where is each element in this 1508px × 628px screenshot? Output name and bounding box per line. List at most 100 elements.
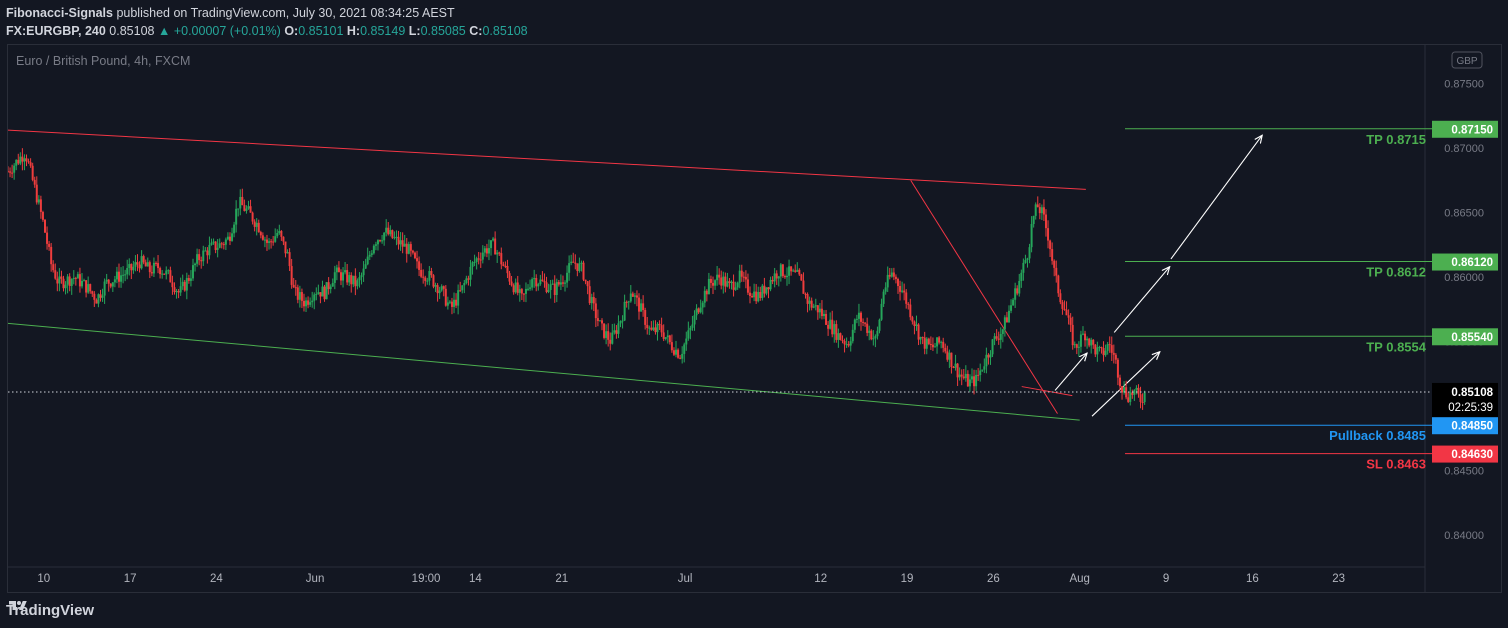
x-tick-label: 19:00 (412, 573, 441, 585)
candle-body (461, 285, 464, 291)
candle-body (522, 293, 525, 295)
candle-body (136, 262, 139, 265)
candle-body (623, 301, 626, 321)
candle-body (652, 327, 655, 330)
candle-body (703, 290, 706, 303)
candle-body (25, 158, 28, 162)
candle-body (76, 274, 79, 279)
candle-body (331, 282, 334, 287)
candle-body (376, 240, 379, 245)
candle-body (757, 292, 760, 302)
candle-body (524, 288, 527, 294)
candle-body (208, 244, 211, 256)
candle-body (487, 248, 490, 254)
candle-body (27, 161, 30, 163)
level-label: TP 0.8612 (1366, 265, 1426, 280)
y-tick-label: 0.87500 (1444, 79, 1484, 91)
candle-body (718, 274, 721, 278)
candle-body (905, 292, 908, 304)
channel-upper-line (8, 129, 1086, 190)
currency-badge-box[interactable] (1451, 51, 1483, 69)
candle-body (418, 261, 421, 270)
candle-body (654, 327, 657, 333)
high-label: H: (346, 24, 361, 38)
candle-body (401, 240, 404, 247)
candle-body (317, 292, 320, 294)
last-price: 0.85108 (109, 24, 155, 38)
author-name[interactable]: Fibonacci-Signals (6, 6, 113, 20)
candle-body (48, 243, 51, 247)
candle-body (502, 264, 505, 266)
candle-body (970, 376, 973, 380)
candle-body (617, 323, 620, 334)
candle-body (1100, 347, 1103, 349)
candle-body (442, 286, 445, 289)
candle-body (124, 274, 127, 276)
candle-body (1012, 299, 1015, 306)
candle-body (1071, 324, 1074, 346)
publish-line: Fibonacci-Signals published on TradingVi… (6, 4, 528, 22)
candle-body (183, 281, 186, 291)
candle-body (352, 275, 355, 285)
candle-body (391, 230, 394, 238)
candle-body (804, 293, 807, 295)
candle-body (109, 283, 112, 287)
candle-body (566, 272, 569, 283)
candle-body (206, 250, 209, 256)
candle-body (37, 199, 40, 203)
candle-body (596, 318, 599, 321)
candle-body (368, 254, 371, 257)
candle-body (779, 264, 782, 277)
candle-body (249, 206, 252, 213)
candle-body (259, 232, 262, 236)
candle-body (1110, 345, 1113, 353)
candle-body (621, 320, 624, 322)
candle-body (917, 324, 920, 340)
candle-body (679, 357, 682, 359)
candle-body (942, 341, 945, 348)
candle-body (753, 291, 756, 298)
candle-body (712, 282, 715, 286)
candle-body (816, 305, 819, 313)
candle-body (177, 291, 180, 293)
level-price-badge (1432, 120, 1498, 138)
candle-body (786, 275, 789, 278)
candle-body (1133, 389, 1136, 395)
chart-frame[interactable]: Euro / British Pound, 4h, FXCM GBP 0.875… (7, 44, 1502, 593)
candle-body (99, 294, 102, 298)
candle-body (364, 264, 367, 269)
level-price-badge (1432, 417, 1498, 435)
candle-body (403, 243, 406, 247)
candle-body (50, 246, 53, 265)
candle-body (855, 318, 858, 320)
y-tick-label: 0.84000 (1444, 530, 1484, 542)
candle-body (1092, 339, 1095, 345)
candle-body (494, 238, 497, 255)
price-chart[interactable]: Euro / British Pound, 4h, FXCM GBP 0.875… (8, 45, 1501, 592)
candle-body (159, 268, 162, 275)
candle-body (746, 279, 749, 293)
candle-body (962, 376, 965, 379)
candle-body (810, 300, 813, 308)
candle-body (226, 236, 229, 240)
candle-body (991, 339, 994, 355)
candle-body (157, 263, 160, 269)
candle-body (983, 366, 986, 370)
candle-body (95, 299, 98, 304)
candle-body (161, 273, 164, 275)
candle-body (409, 244, 412, 251)
candle-body (635, 295, 638, 298)
candle-body (613, 330, 616, 333)
candle-body (87, 284, 90, 293)
candle-body (759, 292, 762, 298)
candle-body (1090, 339, 1093, 346)
candle-body (1104, 350, 1107, 356)
candle-body (413, 252, 416, 259)
candle-body (549, 284, 552, 290)
candle-body (642, 303, 645, 310)
candle-body (9, 171, 12, 173)
y-tick-label: 0.87000 (1444, 143, 1484, 155)
candle-body (282, 236, 285, 242)
candle-body (31, 165, 34, 180)
candle-body (545, 282, 548, 293)
